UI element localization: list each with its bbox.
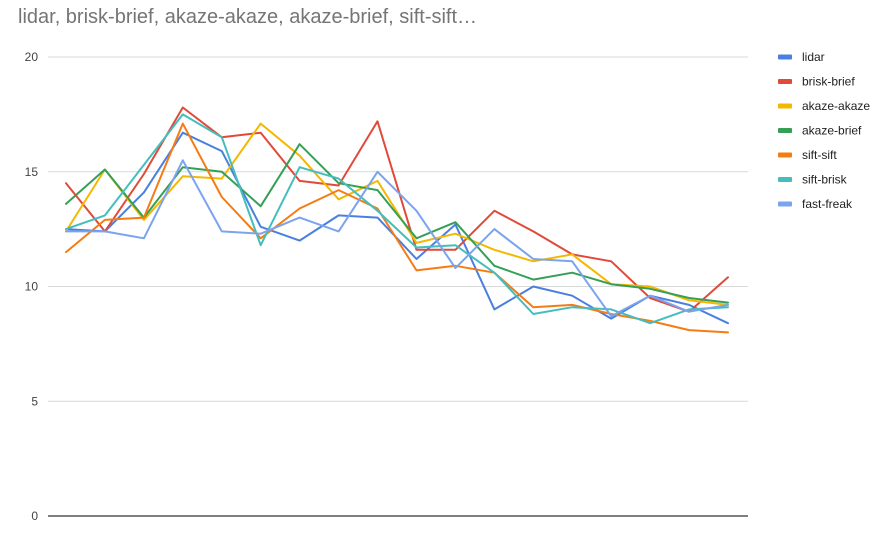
y-tick-label: 15 — [25, 165, 39, 179]
y-tick-label: 0 — [31, 509, 38, 523]
legend-swatch-brisk-brief — [778, 79, 792, 84]
chart-title: lidar, brisk-brief, akaze-akaze, akaze-b… — [18, 6, 478, 28]
y-tick-label: 5 — [31, 394, 38, 408]
series-line-sift-sift — [65, 122, 729, 334]
legend-label-sift-sift: sift-sift — [802, 148, 837, 162]
series-line-sift-brisk — [65, 113, 729, 325]
y-tick-label: 10 — [25, 280, 39, 294]
legend-label-fast-freak: fast-freak — [802, 197, 853, 211]
series-line-akaze-brief — [65, 143, 729, 304]
legend-label-sift-brisk: sift-brisk — [802, 173, 848, 187]
series-line-brisk-brief — [65, 106, 729, 313]
legend-label-akaze-brief: akaze-brief — [802, 124, 862, 138]
legend-swatch-sift-sift — [778, 152, 792, 158]
legend-swatch-akaze-brief — [778, 128, 792, 133]
legend-swatch-fast-freak — [778, 201, 792, 207]
legend-swatch-akaze-akaze — [778, 103, 792, 109]
y-tick-label: 20 — [25, 50, 39, 64]
series-line-fast-freak — [65, 159, 729, 318]
legend-label-brisk-brief: brisk-brief — [802, 75, 855, 89]
legend-swatch-lidar — [778, 54, 792, 60]
legend-swatch-sift-brisk — [778, 177, 792, 182]
legend-label-lidar: lidar — [802, 50, 825, 64]
legend-label-akaze-akaze: akaze-akaze — [802, 99, 870, 113]
